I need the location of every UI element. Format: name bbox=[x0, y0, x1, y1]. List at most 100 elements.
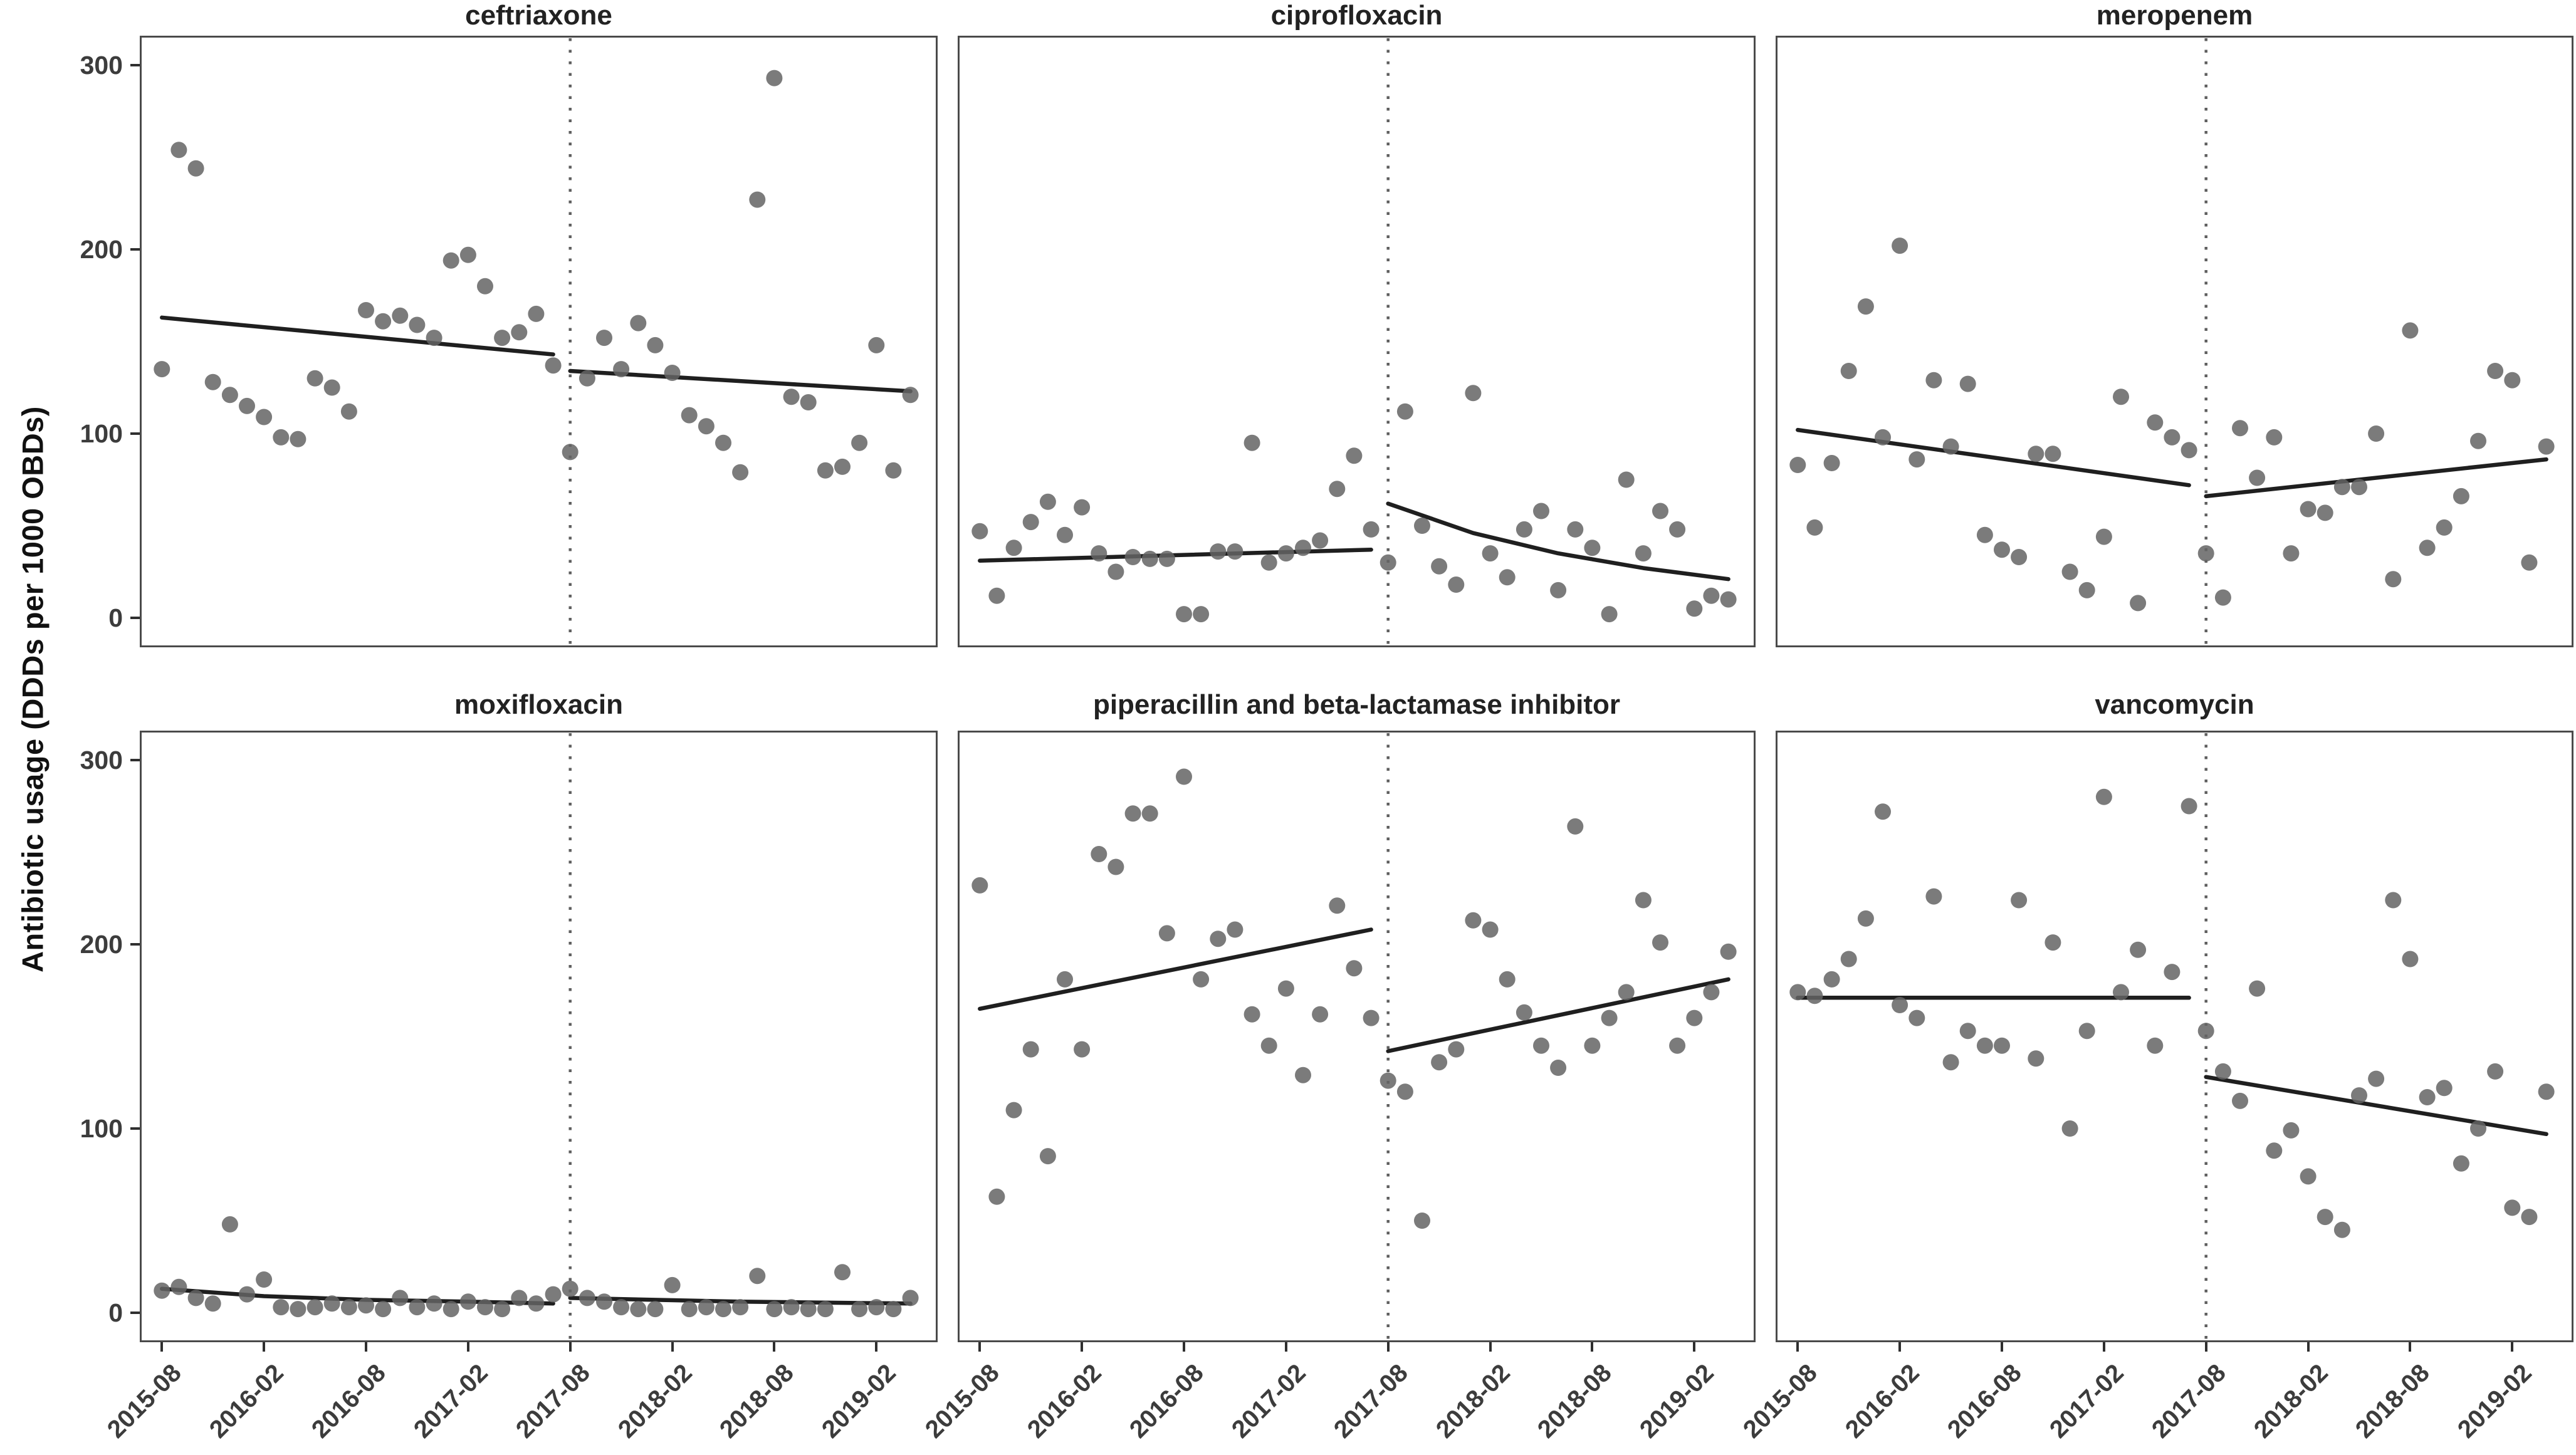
data-point bbox=[1959, 375, 1976, 392]
data-point bbox=[2214, 589, 2231, 606]
data-point bbox=[851, 434, 868, 451]
data-point bbox=[1277, 545, 1294, 562]
x-tick-mark bbox=[2001, 1342, 2003, 1352]
data-point bbox=[1618, 471, 1635, 488]
data-point bbox=[2113, 984, 2129, 1001]
panel-moxifloxacin bbox=[140, 731, 938, 1342]
data-point bbox=[1312, 1006, 1329, 1023]
x-tick-mark bbox=[875, 1342, 877, 1352]
data-point bbox=[1550, 581, 1567, 598]
data-point bbox=[442, 1301, 459, 1318]
y-tick-mark bbox=[130, 432, 140, 435]
data-point bbox=[2402, 951, 2419, 967]
data-point bbox=[1601, 606, 1618, 623]
data-point bbox=[579, 370, 595, 387]
data-point bbox=[2351, 479, 2367, 496]
data-point bbox=[2538, 438, 2555, 455]
y-tick-label: 100 bbox=[80, 419, 123, 448]
data-point bbox=[1533, 1037, 1549, 1054]
x-tick-mark bbox=[2511, 1342, 2513, 1352]
data-point bbox=[1720, 591, 1737, 608]
data-point bbox=[817, 1301, 834, 1318]
data-point bbox=[426, 330, 442, 347]
data-point bbox=[1057, 526, 1073, 543]
data-point bbox=[375, 313, 392, 330]
data-point bbox=[1039, 1148, 1056, 1165]
data-point bbox=[1277, 980, 1294, 997]
data-point bbox=[511, 324, 528, 341]
panel-piperacillin bbox=[958, 731, 1756, 1342]
facet-title-meropenem: meropenem bbox=[2096, 0, 2253, 31]
data-point bbox=[715, 1301, 731, 1318]
y-tick-mark bbox=[130, 1312, 140, 1314]
data-point bbox=[647, 1301, 664, 1318]
y-tick-mark bbox=[130, 64, 140, 66]
data-point bbox=[613, 361, 630, 378]
data-point bbox=[1635, 545, 1652, 562]
data-point bbox=[204, 1295, 221, 1312]
data-point bbox=[170, 1278, 187, 1295]
data-point bbox=[1823, 971, 1840, 988]
data-point bbox=[732, 1299, 749, 1316]
data-point bbox=[1465, 912, 1482, 929]
data-point bbox=[562, 444, 579, 461]
data-point bbox=[2095, 528, 2112, 545]
data-point bbox=[1652, 934, 1668, 951]
trend-post-line bbox=[1386, 977, 1730, 1053]
data-point bbox=[1022, 514, 1039, 531]
x-tick-mark bbox=[2103, 1342, 2105, 1352]
data-point bbox=[2487, 1063, 2504, 1080]
data-point bbox=[988, 1188, 1005, 1205]
data-point bbox=[477, 278, 493, 295]
data-point bbox=[392, 307, 409, 324]
trend-pre-line bbox=[978, 927, 1373, 1011]
data-point bbox=[596, 330, 612, 347]
data-point bbox=[1346, 960, 1363, 977]
data-point bbox=[2453, 1155, 2469, 1172]
data-point bbox=[511, 1290, 528, 1306]
x-tick-mark bbox=[263, 1342, 265, 1352]
data-point bbox=[187, 1290, 204, 1306]
data-point bbox=[2402, 322, 2419, 339]
data-point bbox=[885, 1301, 902, 1318]
data-point bbox=[1875, 429, 1891, 446]
data-point bbox=[1396, 1083, 1413, 1100]
data-point bbox=[2317, 1209, 2333, 1226]
data-point bbox=[358, 302, 374, 318]
data-point bbox=[800, 394, 817, 410]
data-point bbox=[851, 1301, 868, 1318]
data-point bbox=[2232, 420, 2248, 437]
y-tick-mark bbox=[130, 248, 140, 251]
facet-title-piperacillin: piperacillin and beta-lactamase inhibito… bbox=[1092, 689, 1621, 720]
data-point bbox=[902, 387, 919, 404]
data-point bbox=[732, 464, 749, 481]
data-point bbox=[340, 403, 357, 420]
data-point bbox=[2368, 425, 2385, 442]
data-point bbox=[1363, 1009, 1380, 1026]
data-point bbox=[1363, 521, 1380, 538]
panel-border bbox=[958, 731, 1756, 1342]
data-point bbox=[528, 1295, 545, 1312]
y-tick-label: 0 bbox=[108, 1298, 123, 1327]
trend-post-line bbox=[2204, 457, 2548, 499]
data-point bbox=[971, 877, 988, 894]
data-point bbox=[579, 1290, 595, 1306]
data-point bbox=[2061, 1120, 2078, 1137]
data-point bbox=[170, 142, 187, 159]
facet-title-ciprofloxacin: ciprofloxacin bbox=[1270, 0, 1443, 31]
data-point bbox=[1994, 541, 2010, 558]
data-point bbox=[1158, 550, 1175, 567]
data-point bbox=[715, 434, 731, 451]
data-point bbox=[2147, 1037, 2164, 1054]
x-tick-mark bbox=[773, 1342, 775, 1352]
data-point bbox=[1141, 805, 1158, 822]
panel-meropenem bbox=[1776, 36, 2573, 647]
x-tick-mark bbox=[1693, 1342, 1695, 1352]
data-point bbox=[562, 1280, 579, 1297]
data-point bbox=[1260, 1037, 1277, 1054]
data-point bbox=[2232, 1092, 2248, 1109]
data-point bbox=[1448, 576, 1465, 593]
data-point bbox=[1158, 925, 1175, 942]
data-point bbox=[664, 1276, 681, 1293]
data-point bbox=[1396, 403, 1413, 420]
